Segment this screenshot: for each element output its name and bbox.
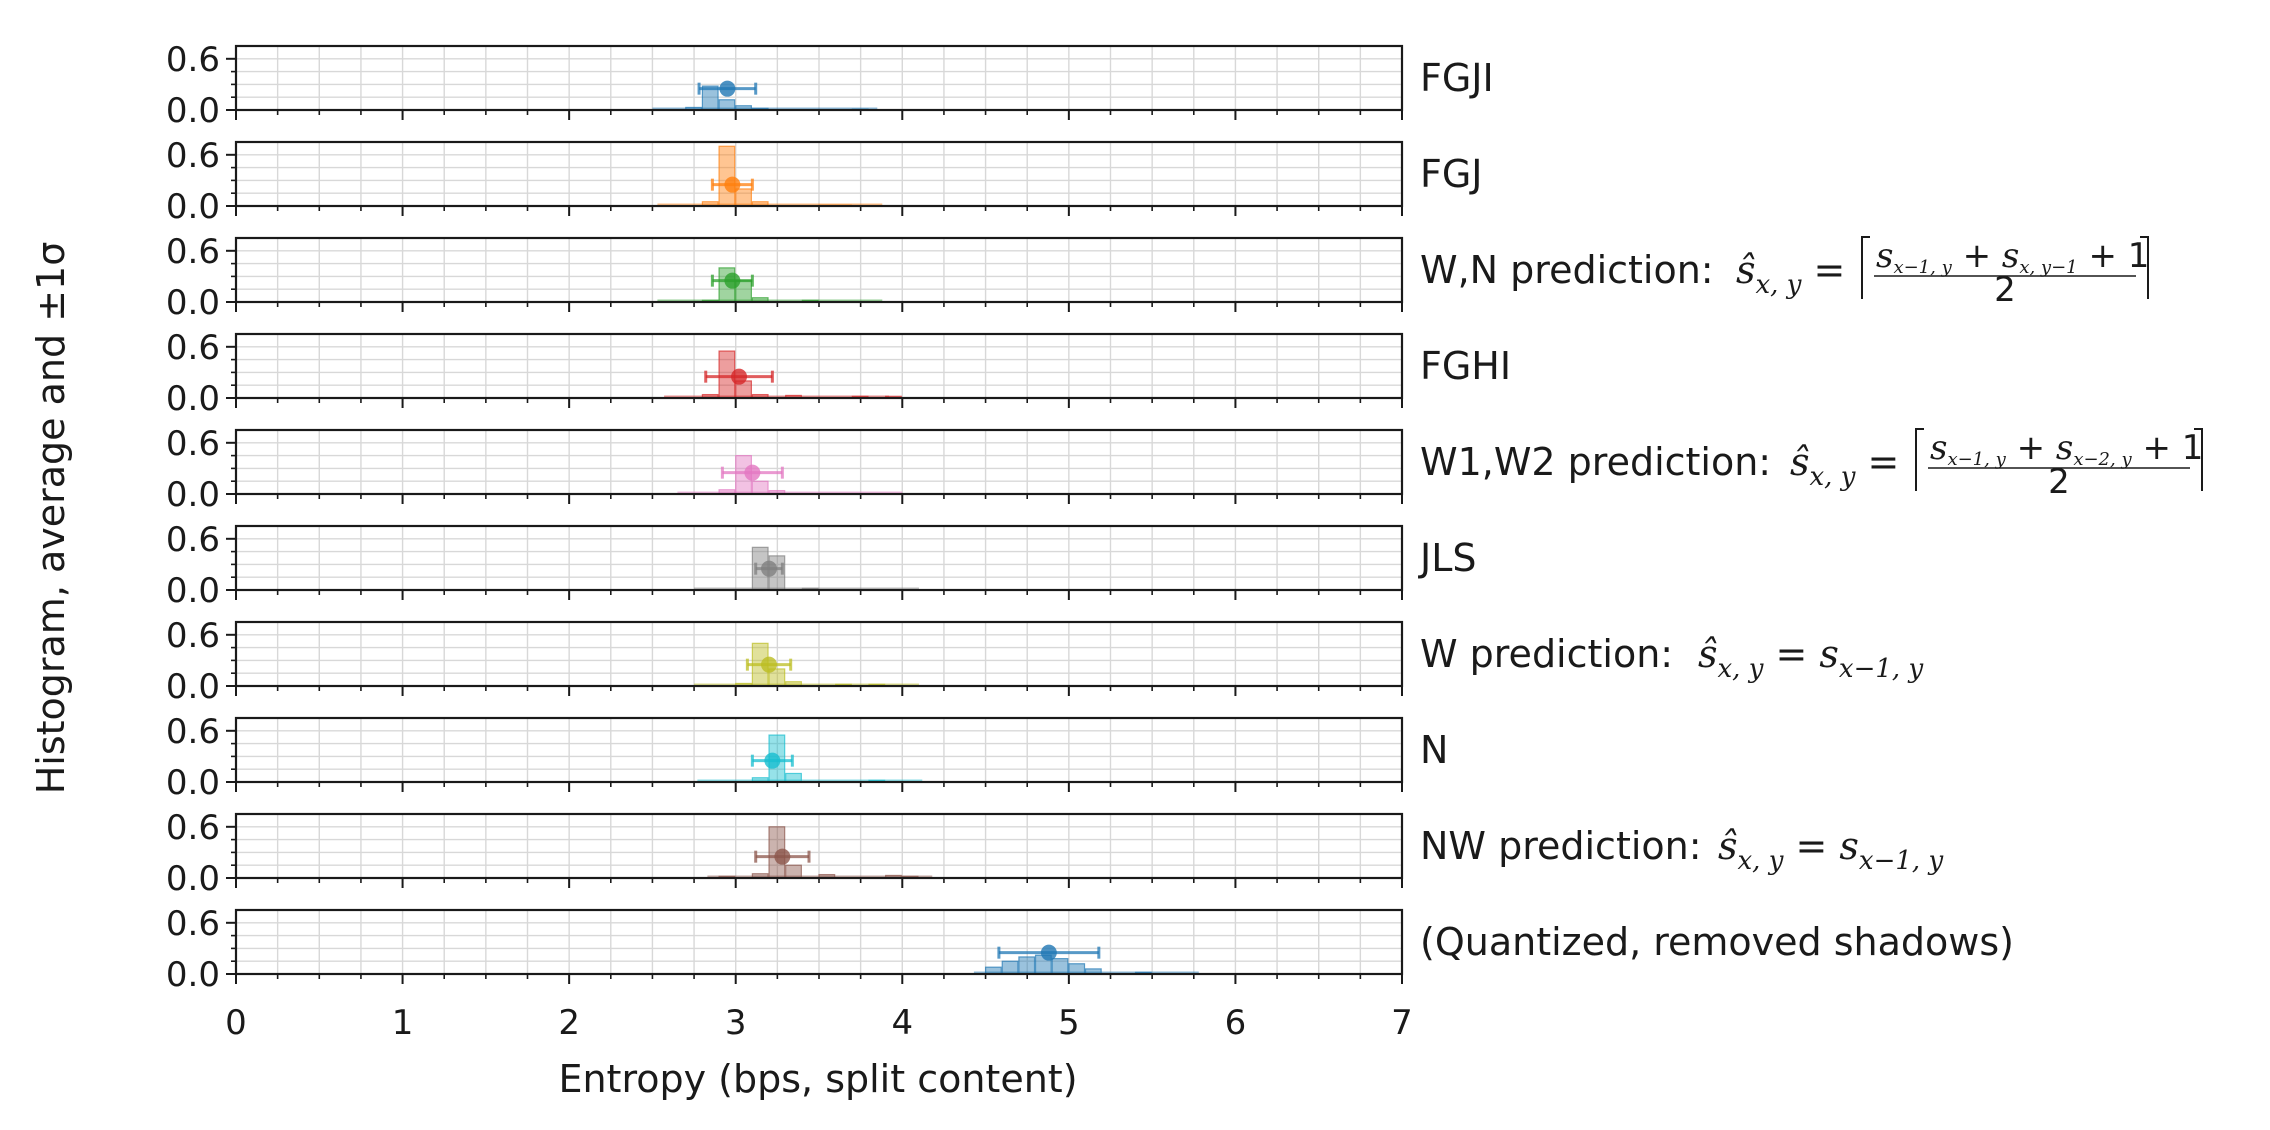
mean-marker bbox=[744, 464, 761, 481]
x-tick-label: 2 bbox=[558, 1003, 580, 1043]
panel-5: 0.0 0.6 W1,W2 prediction: ŝx, y = sx−1, y … bbox=[166, 424, 2203, 515]
y-tick-label: 0.0 bbox=[166, 91, 220, 131]
y-tick-label: 0.6 bbox=[166, 520, 220, 560]
y-tick-label: 0.6 bbox=[166, 616, 220, 656]
y-tick-label: 0.0 bbox=[166, 859, 220, 899]
mean-marker bbox=[731, 368, 748, 385]
mean-marker bbox=[724, 272, 741, 289]
ceil-right-bracket bbox=[2140, 236, 2149, 299]
panel-label: W prediction: bbox=[1420, 632, 1673, 676]
histogram-bar bbox=[1018, 956, 1036, 975]
mean-marker bbox=[761, 560, 778, 577]
y-tick-label: 0.6 bbox=[166, 808, 220, 848]
y-tick-label: 0.6 bbox=[166, 328, 220, 368]
x-axis-title: Entropy (bps, split content) bbox=[558, 1057, 1077, 1101]
formula-wn-lhs: ŝx, y = bbox=[1736, 248, 1845, 300]
panels-group: 0.0 0.6 FGJI 0.0 0.6 FGJ 0.0 0.6 W,N prediction:… bbox=[166, 40, 2203, 995]
ceil-left-bracket bbox=[1915, 428, 1924, 491]
panel-10: 0.0 0.6 (Quantized, removed shadows) bbox=[166, 904, 2014, 995]
y-tick-label: 0.0 bbox=[166, 667, 220, 707]
panel-label: NW prediction: bbox=[1420, 824, 1702, 868]
y-tick-label: 0.6 bbox=[166, 136, 220, 176]
panel-label: FGHI bbox=[1420, 344, 1511, 388]
y-tick-label: 0.6 bbox=[166, 40, 220, 80]
y-tick-label: 0.6 bbox=[166, 424, 220, 464]
panel-label: W,N prediction: bbox=[1420, 248, 1714, 292]
histogram-bar bbox=[735, 188, 752, 207]
panel-6: 0.0 0.6 JLS bbox=[166, 520, 1477, 611]
panel-label: W1,W2 prediction: bbox=[1420, 440, 1771, 484]
y-tick-label: 0.6 bbox=[166, 712, 220, 752]
panel-3: 0.0 0.6 W,N prediction: ŝx, y = sx−1, y + … bbox=[166, 232, 2149, 323]
x-tick-label: 0 bbox=[225, 1003, 247, 1043]
x-tick-label: 7 bbox=[1391, 1003, 1413, 1043]
y-tick-label: 0.6 bbox=[166, 904, 220, 944]
x-tick-label: 1 bbox=[392, 1003, 414, 1043]
mean-marker bbox=[761, 656, 778, 673]
x-axis: 0 1 2 3 4 5 6 7 bbox=[225, 1003, 1413, 1043]
y-tick-label: 0.0 bbox=[166, 955, 220, 995]
y-tick-label: 0.0 bbox=[166, 283, 220, 323]
y-tick-label: 0.0 bbox=[166, 571, 220, 611]
panel-label: FGJ bbox=[1420, 152, 1483, 196]
y-tick-label: 0.0 bbox=[166, 379, 220, 419]
mean-marker bbox=[764, 752, 781, 769]
panel-label: (Quantized, removed shadows) bbox=[1420, 920, 2014, 964]
x-tick-label: 3 bbox=[725, 1003, 747, 1043]
ceil-right-bracket bbox=[2194, 428, 2203, 491]
mean-marker bbox=[719, 80, 736, 97]
y-tick-label: 0.6 bbox=[166, 232, 220, 272]
x-tick-label: 4 bbox=[891, 1003, 913, 1043]
panel-2: 0.0 0.6 FGJ bbox=[166, 136, 1483, 227]
histogram-bar bbox=[718, 145, 736, 207]
panel-9: 0.0 0.6 NW prediction: ŝx, y = sx−1, y bbox=[166, 808, 1944, 899]
formula-w: ŝx, y = sx−1, y bbox=[1698, 632, 1923, 684]
x-tick-label: 6 bbox=[1225, 1003, 1247, 1043]
y-axis-title: Histogram, average and ±1σ bbox=[29, 242, 73, 795]
panel-8: 0.0 0.6 N bbox=[166, 712, 1449, 803]
y-tick-label: 0.0 bbox=[166, 763, 220, 803]
formula-wn-denominator: 2 bbox=[1994, 270, 2016, 310]
mean-marker bbox=[774, 848, 791, 865]
ceil-left-bracket bbox=[1861, 236, 1870, 299]
panel-1: 0.0 0.6 FGJI bbox=[166, 40, 1494, 131]
panel-7: 0.0 0.6 W prediction: ŝx, y = sx−1, y bbox=[166, 616, 1924, 707]
formula-w1w2-numerator: sx−1, y + sx−2, y + 1 bbox=[1930, 428, 2203, 470]
formula-w1w2-lhs: ŝx, y = bbox=[1790, 440, 1899, 492]
panel-label: FGJI bbox=[1420, 56, 1494, 100]
panel-label: JLS bbox=[1418, 536, 1477, 580]
panel-label: N bbox=[1420, 728, 1448, 772]
mean-marker bbox=[724, 176, 741, 193]
y-tick-label: 0.0 bbox=[166, 475, 220, 515]
x-tick-label: 5 bbox=[1058, 1003, 1080, 1043]
mean-marker bbox=[1040, 944, 1057, 961]
formula-nw: ŝx, y = sx−1, y bbox=[1718, 824, 1943, 876]
formula-wn-numerator: sx−1, y + sx, y−1 + 1 bbox=[1876, 236, 2149, 278]
formula-w1w2-denominator: 2 bbox=[2048, 462, 2070, 502]
y-tick-label: 0.0 bbox=[166, 187, 220, 227]
panel-4: 0.0 0.6 FGHI bbox=[166, 328, 1511, 419]
